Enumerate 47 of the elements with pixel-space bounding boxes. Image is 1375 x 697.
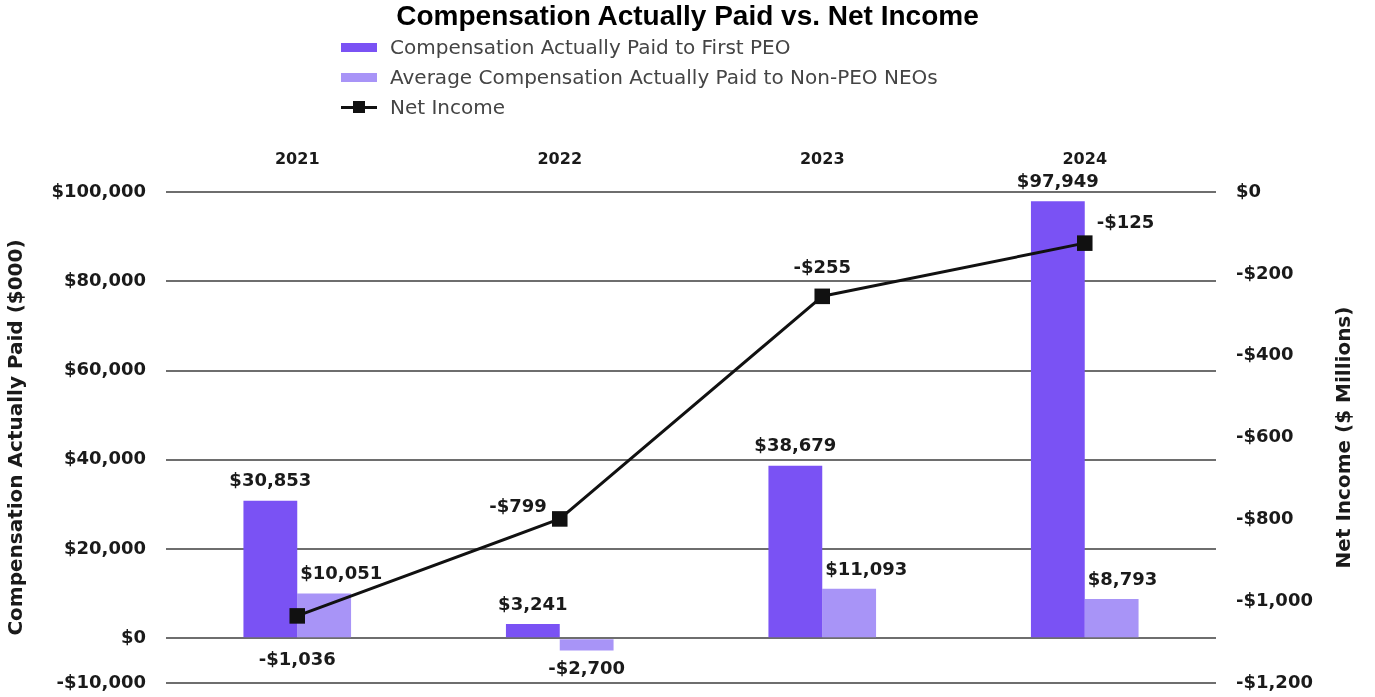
bar bbox=[505, 623, 560, 638]
point bbox=[289, 608, 306, 624]
y2-tick-label: $0 bbox=[1236, 179, 1262, 201]
legend-label: Average Compensation Actually Paid to Non-PEO NEOs bbox=[390, 65, 938, 89]
data-label: -$255 bbox=[793, 256, 852, 278]
y2-tick-label: -$800 bbox=[1236, 507, 1294, 529]
bar bbox=[822, 588, 877, 638]
data-label: $8,793 bbox=[1087, 567, 1158, 589]
y-tick-label: $40,000 bbox=[64, 447, 146, 469]
y-tick-label: -$10,000 bbox=[56, 670, 146, 692]
legend-label: Compensation Actually Paid to First PEO bbox=[390, 35, 791, 59]
x-tick-label: 2023 bbox=[799, 148, 845, 168]
data-label: $11,093 bbox=[825, 557, 908, 579]
point bbox=[814, 288, 831, 305]
y2-tick-label: -$400 bbox=[1236, 343, 1294, 365]
point bbox=[551, 511, 568, 527]
y2-tick-label: -$600 bbox=[1236, 425, 1294, 447]
data-label: -$125 bbox=[1096, 210, 1155, 232]
data-label: -$799 bbox=[489, 494, 547, 516]
y-tick-label: $60,000 bbox=[64, 358, 146, 380]
y-axis-title: Compensation Actually Paid ($000) bbox=[3, 239, 28, 636]
y-tick-label: $100,000 bbox=[51, 179, 146, 201]
data-label: $97,949 bbox=[1016, 169, 1099, 191]
y2-tick-label: -$1,000 bbox=[1236, 588, 1313, 610]
legend-label: Net Income bbox=[390, 95, 506, 119]
chart-title: Compensation Actually Paid vs. Net Income bbox=[395, 0, 980, 32]
bar bbox=[1084, 599, 1139, 638]
data-label: -$2,700 bbox=[548, 657, 626, 679]
y-tick-label: $0 bbox=[120, 626, 146, 648]
y-tick-label: $20,000 bbox=[64, 536, 146, 558]
x-tick-label: 2022 bbox=[537, 148, 583, 168]
data-label: $30,853 bbox=[229, 469, 312, 491]
y2-tick-label: -$200 bbox=[1236, 261, 1294, 283]
bar bbox=[768, 465, 823, 638]
y2-tick-label: -$1,200 bbox=[1236, 670, 1313, 692]
x-tick-label: 2021 bbox=[274, 148, 320, 168]
bar bbox=[559, 639, 614, 651]
y2-axis-title: Net Income ($ Millions) bbox=[1331, 306, 1356, 569]
point bbox=[1076, 235, 1093, 251]
data-label: -$1,036 bbox=[258, 648, 336, 670]
y-tick-label: $80,000 bbox=[64, 268, 146, 290]
bar bbox=[1030, 201, 1085, 638]
bar bbox=[243, 500, 298, 638]
data-label: $3,241 bbox=[498, 592, 568, 614]
x-tick-label: 2024 bbox=[1062, 148, 1108, 168]
data-label: $10,051 bbox=[300, 562, 383, 584]
data-label: $38,679 bbox=[754, 434, 837, 456]
